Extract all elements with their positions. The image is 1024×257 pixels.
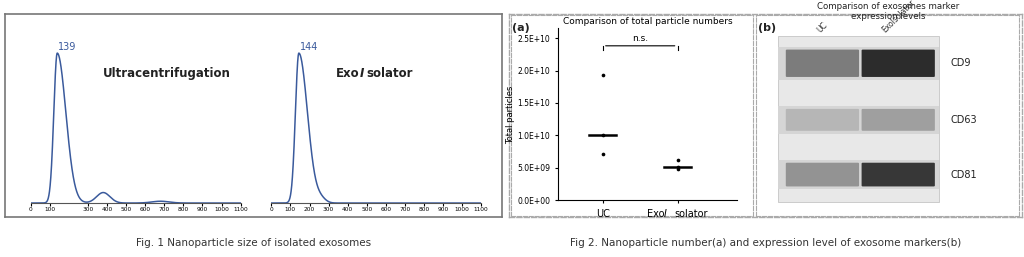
Text: solator: solator xyxy=(675,209,708,219)
Point xyxy=(595,133,611,137)
FancyBboxPatch shape xyxy=(861,50,935,77)
Bar xyxy=(778,160,939,189)
Text: ExoIsolator: ExoIsolator xyxy=(880,0,916,34)
Text: (a): (a) xyxy=(512,23,529,33)
FancyBboxPatch shape xyxy=(785,109,859,131)
Point xyxy=(670,158,686,162)
FancyBboxPatch shape xyxy=(861,109,935,131)
Point xyxy=(670,167,686,171)
Title: Comparison of total particle numbers: Comparison of total particle numbers xyxy=(563,17,732,26)
FancyBboxPatch shape xyxy=(785,50,859,77)
Title: Comparison of exosomes marker
expression levels: Comparison of exosomes marker expression… xyxy=(817,2,959,21)
Text: CD9: CD9 xyxy=(950,58,971,68)
FancyBboxPatch shape xyxy=(861,163,935,186)
Text: solator: solator xyxy=(367,67,414,80)
Text: Exo: Exo xyxy=(336,67,359,80)
Text: Fig 2. Nanoparticle number(a) and expression level of exosome markers(b): Fig 2. Nanoparticle number(a) and expres… xyxy=(570,238,962,248)
Text: I: I xyxy=(359,67,364,80)
Y-axis label: Total particles: Total particles xyxy=(506,85,515,144)
Bar xyxy=(778,106,939,134)
Text: Fig. 1 Nanoparticle size of isolated exosomes: Fig. 1 Nanoparticle size of isolated exo… xyxy=(136,238,372,248)
Text: CD63: CD63 xyxy=(950,115,977,125)
Text: 144: 144 xyxy=(300,42,318,52)
Point xyxy=(595,152,611,156)
Text: n.s.: n.s. xyxy=(632,34,648,43)
Text: UC: UC xyxy=(815,20,829,34)
Bar xyxy=(778,47,939,80)
Text: (b): (b) xyxy=(758,23,776,33)
Bar xyxy=(778,36,939,202)
Point xyxy=(670,165,686,169)
Text: UC: UC xyxy=(596,209,610,219)
Text: Exo: Exo xyxy=(646,209,665,219)
Text: I: I xyxy=(665,209,667,219)
Text: 139: 139 xyxy=(58,42,77,52)
Text: CD81: CD81 xyxy=(950,170,977,180)
Text: Ultracentrifugation: Ultracentrifugation xyxy=(103,67,231,80)
Point xyxy=(595,73,611,77)
FancyBboxPatch shape xyxy=(785,163,859,186)
